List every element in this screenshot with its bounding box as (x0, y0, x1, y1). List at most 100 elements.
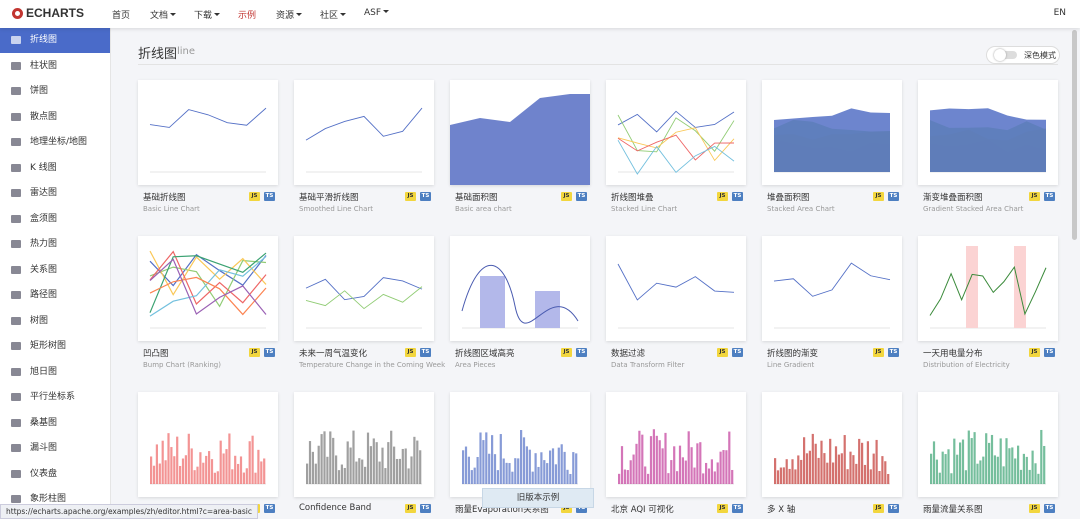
code-badge[interactable]: JS (717, 348, 728, 357)
sidebar-item[interactable]: 矩形树图 (0, 334, 110, 359)
code-badge[interactable]: JS (405, 504, 416, 513)
code-badge[interactable]: TS (732, 504, 743, 513)
example-card[interactable]: 基础面积图 Basic area chart JS TS (450, 80, 590, 213)
sidebar-item[interactable]: 仪表盘 (0, 462, 110, 487)
thumb-shape (1017, 445, 1020, 484)
sidebar-item[interactable]: K 线图 (0, 156, 110, 181)
example-card[interactable]: Confidence Band JS TS (294, 392, 434, 513)
example-card[interactable]: 堆叠面积图 Stacked Area Chart JS TS (762, 80, 902, 213)
code-badge[interactable]: JS (405, 192, 416, 201)
old-version-button[interactable]: 旧版本示例 (482, 488, 594, 508)
thumbnail-art (774, 108, 890, 173)
thumb-shape (687, 431, 690, 484)
example-card[interactable]: 折线图的渐变 Line Gradient JS TS (762, 236, 902, 369)
code-badge[interactable]: JS (717, 192, 728, 201)
nav-item[interactable]: 示例 (238, 11, 257, 21)
code-badge[interactable]: TS (576, 504, 587, 513)
code-badge[interactable]: TS (732, 192, 743, 201)
code-badge[interactable]: TS (1044, 192, 1055, 201)
example-card[interactable]: 北京 AQI 可视化 JS TS (606, 392, 746, 515)
sidebar-item[interactable]: 散点图 (0, 105, 110, 130)
code-badge[interactable]: JS (873, 192, 884, 201)
code-badge[interactable]: TS (1044, 348, 1055, 357)
code-badge[interactable]: JS (873, 348, 884, 357)
example-card[interactable]: 一天用电量分布 Distribution of Electricity JS TS (918, 236, 1058, 369)
example-card[interactable]: 多 X 轴 JS TS (762, 392, 902, 515)
nav-item[interactable]: 文档 (150, 8, 176, 21)
code-badge[interactable]: JS (561, 504, 572, 513)
code-badge[interactable]: TS (888, 348, 899, 357)
code-badge[interactable]: JS (249, 192, 260, 201)
thumb-shape (702, 473, 705, 484)
sidebar-item[interactable]: 盒须图 (0, 207, 110, 232)
thumb-shape (834, 446, 838, 484)
thumb-shape (652, 429, 655, 484)
example-card[interactable]: 雨量流量关系图 JS TS (918, 392, 1058, 515)
code-badge[interactable]: JS (1029, 504, 1040, 513)
nav-item[interactable]: 社区 (320, 8, 346, 21)
thumb-shape (222, 453, 225, 484)
sidebar-item[interactable]: 雷达图 (0, 181, 110, 206)
code-badge[interactable]: TS (264, 348, 275, 357)
sidebar-icon (11, 214, 21, 223)
example-card[interactable]: 雨量Evaporation关系图 JS TS (450, 392, 590, 515)
nav-item[interactable]: 首页 (112, 11, 131, 21)
sidebar-item[interactable]: 树图 (0, 309, 110, 334)
thumb-shape (404, 448, 407, 484)
nav-item[interactable]: 资源 (276, 8, 302, 21)
code-badge[interactable]: TS (264, 504, 275, 513)
sidebar-item[interactable]: 路径图 (0, 283, 110, 308)
sidebar-item[interactable]: 折线图 (0, 28, 110, 53)
sidebar-item[interactable]: 象形柱图 (0, 487, 110, 512)
example-card[interactable]: 折线图区域高亮 Area Pieces JS TS (450, 236, 590, 369)
scrollbar[interactable] (1072, 30, 1077, 240)
thumb-shape (366, 432, 370, 484)
code-badge[interactable]: TS (420, 504, 431, 513)
code-badge[interactable]: JS (561, 348, 572, 357)
example-card[interactable]: 折线图堆叠 Stacked Line Chart JS TS (606, 80, 746, 213)
code-badge[interactable]: TS (264, 192, 275, 201)
nav-item[interactable]: 下载 (194, 8, 220, 21)
logo[interactable]: ECHARTS (12, 6, 84, 20)
lang-switch[interactable]: EN (1053, 8, 1066, 18)
example-card[interactable]: 数据过滤 Data Transform Filter JS TS (606, 236, 746, 369)
code-badge[interactable]: JS (873, 504, 884, 513)
code-badge[interactable]: JS (1029, 348, 1040, 357)
sidebar-item[interactable]: 饼图 (0, 79, 110, 104)
nav-item[interactable]: ASF (364, 8, 389, 18)
code-badge[interactable]: JS (249, 348, 260, 357)
sidebar-item[interactable]: 柱状图 (0, 54, 110, 79)
sidebar-label: 桑基图 (30, 417, 58, 428)
code-badge[interactable]: TS (888, 192, 899, 201)
code-badge[interactable]: JS (717, 504, 728, 513)
code-badge[interactable]: TS (576, 192, 587, 201)
example-card[interactable]: 基础折线图 Basic Line Chart JS TS (138, 80, 278, 213)
code-badge[interactable]: JS (405, 348, 416, 357)
thumb-shape (375, 442, 378, 484)
example-card[interactable]: 渐变堆叠面积图 Gradient Stacked Area Chart JS TS (918, 80, 1058, 213)
sidebar-item[interactable]: 漏斗图 (0, 436, 110, 461)
dark-mode-toggle[interactable]: 深色模式 (986, 46, 1060, 64)
code-badge[interactable]: TS (576, 348, 587, 357)
sidebar-item[interactable]: 平行坐标系 (0, 385, 110, 410)
sidebar-item[interactable]: 热力图 (0, 232, 110, 257)
thumb-shape (887, 473, 890, 484)
example-card[interactable]: 未来一周气温变化 Temperature Change in the Coming… (294, 236, 445, 369)
code-badge[interactable]: TS (732, 348, 743, 357)
code-badge[interactable]: JS (561, 192, 572, 201)
card-title: 折线图堆叠 (611, 193, 654, 203)
code-badge[interactable]: TS (420, 348, 431, 357)
code-badge[interactable]: TS (1044, 504, 1055, 513)
code-badge[interactable]: JS (1029, 192, 1040, 201)
thumb-shape (560, 444, 563, 484)
example-card[interactable]: 基础平滑折线图 Smoothed Line Chart JS TS (294, 80, 434, 213)
thumb-shape (985, 433, 988, 484)
sidebar-item[interactable]: 地理坐标/地图 (0, 130, 110, 155)
code-badge[interactable]: TS (888, 504, 899, 513)
code-badge[interactable]: TS (420, 192, 431, 201)
sidebar-item[interactable]: 旭日图 (0, 360, 110, 385)
sidebar-item[interactable]: 桑基图 (0, 411, 110, 436)
sidebar-item[interactable]: 关系图 (0, 258, 110, 283)
example-card[interactable]: 凹凸图 Bump Chart (Ranking) JS TS (138, 236, 278, 369)
